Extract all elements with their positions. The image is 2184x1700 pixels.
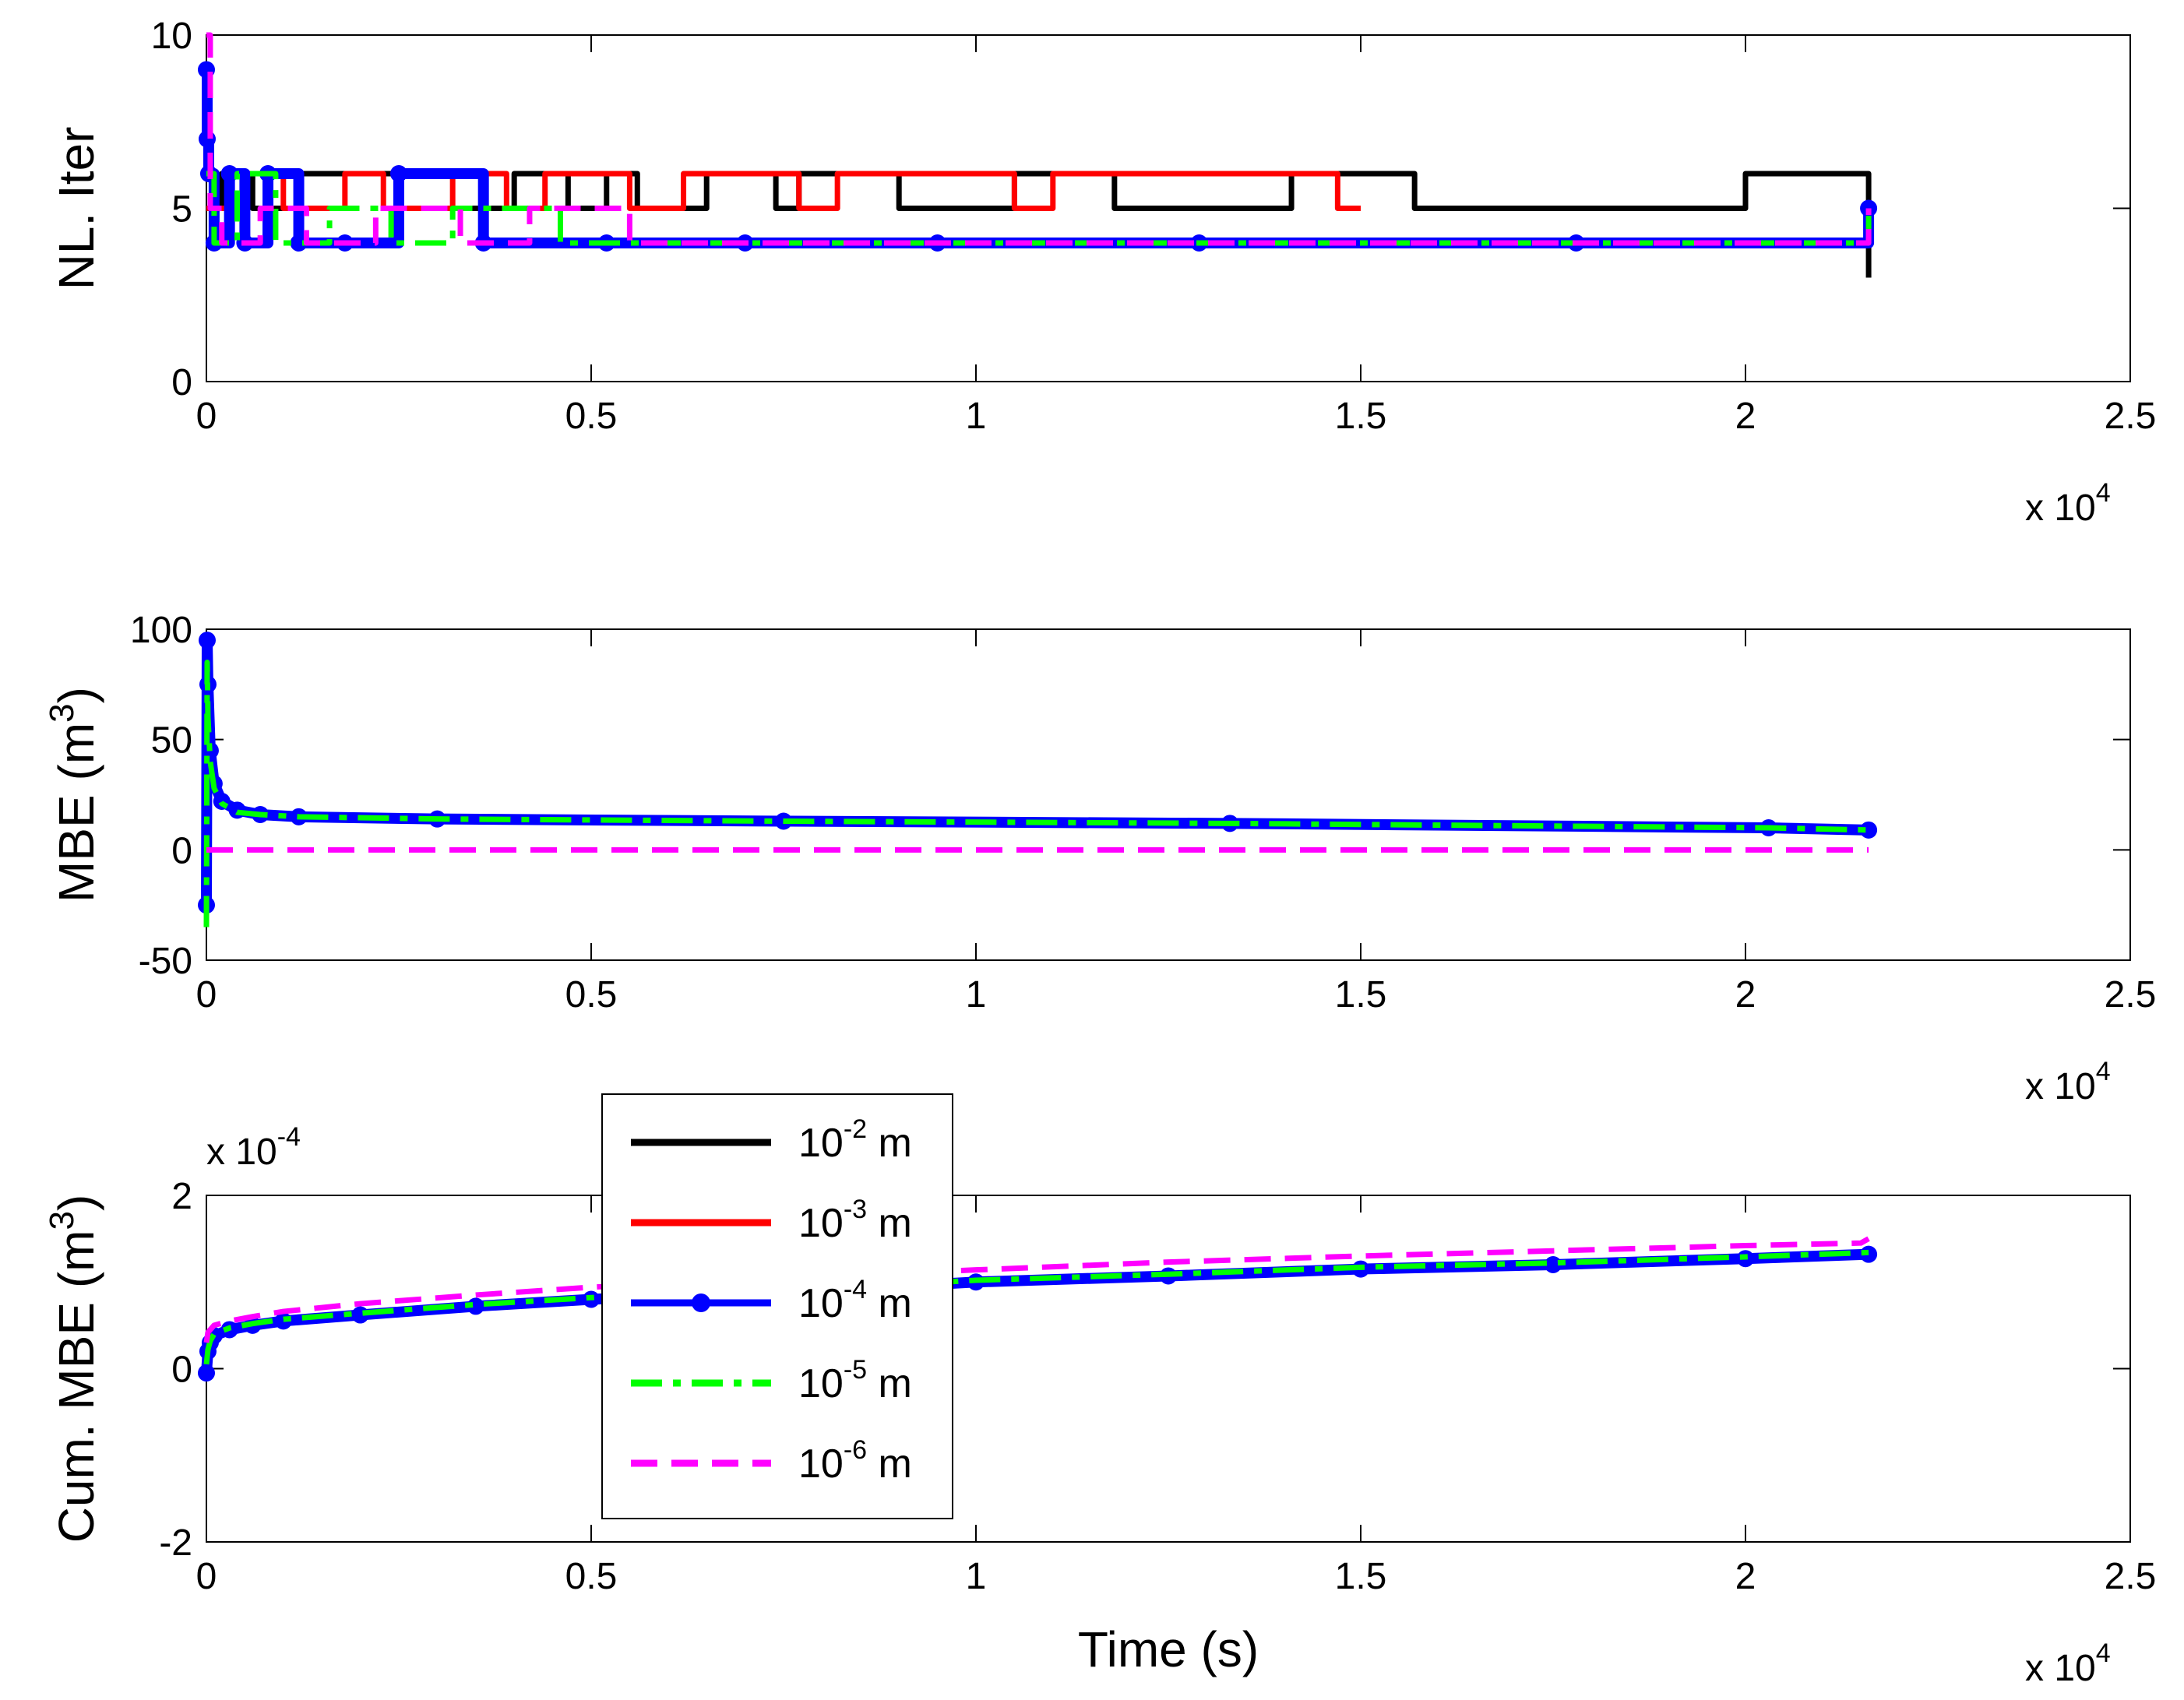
series-1e-4-point <box>1860 821 1878 839</box>
x-multiplier: x 104 <box>2025 478 2111 529</box>
x-tick-label: 2 <box>1735 1556 1756 1597</box>
x-tick-label: 0 <box>196 396 217 437</box>
series-1e-4-point <box>390 165 407 182</box>
series-1e-4-point <box>198 632 216 649</box>
x-multiplier: x 104 <box>2025 1057 2111 1107</box>
y-tick-label: 5 <box>171 189 192 231</box>
series-1e-4-point <box>220 165 238 182</box>
axes-box <box>206 628 2131 961</box>
x-multiplier: x 104 <box>2025 1638 2111 1689</box>
y-tick-label: 100 <box>130 610 192 651</box>
legend-label-1e-3: 10-3 m <box>798 1195 912 1246</box>
legend-label-1e-6: 10-6 m <box>798 1435 912 1487</box>
x-tick-label: 1.5 <box>1335 1556 1387 1597</box>
series-1e-6-line <box>206 32 1872 246</box>
x-tick-label: 2 <box>1735 396 1756 437</box>
series-1e-6-line <box>203 1236 1870 1343</box>
x-tick-label: 1 <box>966 1556 987 1597</box>
x-tick-label: 2.5 <box>2105 1556 2157 1597</box>
y-tick-label: 0 <box>171 830 192 871</box>
series-1e-4-point <box>1545 1256 1562 1273</box>
x-tick-label: 1 <box>966 396 987 437</box>
series-1e-4-point <box>213 793 231 810</box>
y-axis-label: MBE (m3) <box>43 687 104 903</box>
axes-box <box>206 1195 2131 1543</box>
y-tick-label: 2 <box>171 1176 192 1217</box>
y-tick-label: 50 <box>151 720 192 762</box>
x-tick-label: 2.5 <box>2105 974 2157 1015</box>
x-tick-label: 0.5 <box>565 1556 618 1597</box>
x-tick-label: 0 <box>196 974 217 1015</box>
series-1e-4-point <box>198 130 216 148</box>
series-1e-4-point <box>198 1364 215 1382</box>
series-1e-5-line <box>206 171 1872 246</box>
y-tick-label: 0 <box>171 1350 192 1391</box>
y-axis-label: Cum. MBE (m3) <box>43 1195 104 1543</box>
y-tick-label: 0 <box>171 362 192 403</box>
x-tick-label: 0 <box>196 1556 217 1597</box>
x-tick-label: 0.5 <box>565 974 618 1015</box>
x-tick-label: 0.5 <box>565 396 618 437</box>
y-multiplier: x 10-4 <box>206 1122 301 1173</box>
series-1e-5-line <box>203 1249 1869 1365</box>
legend-label-1e-4: 10-4 m <box>798 1275 912 1326</box>
x-tick-label: 1.5 <box>1335 396 1387 437</box>
y-tick-label: 10 <box>151 16 192 57</box>
legend-label-1e-2: 10-2 m <box>798 1114 912 1166</box>
x-tick-label: 1 <box>966 974 987 1015</box>
nl-iter-panel: 0 0.5 1 1.5 2 2.5 0 5 10 x 104 NL. Iter <box>48 16 2156 529</box>
x-tick-label: 2.5 <box>2105 396 2157 437</box>
y-axis-label: NL. Iter <box>48 127 104 290</box>
series-1e-4-point <box>290 234 308 252</box>
x-tick-label: 2 <box>1735 974 1756 1015</box>
legend-marker-1e-4 <box>692 1293 710 1312</box>
y-tick-label: -50 <box>139 941 192 982</box>
legend-label-1e-5: 10-5 m <box>798 1355 912 1406</box>
series-1e-4-point <box>467 1297 484 1315</box>
x-axis-label: Time (s) <box>1078 1621 1259 1677</box>
series-1e-5-line <box>203 660 1869 927</box>
y-tick-label: -2 <box>159 1522 192 1564</box>
series-1e-4-point <box>228 801 246 819</box>
x-tick-label: 1.5 <box>1335 974 1387 1015</box>
legend: 10-2 m 10-3 m 10-4 m 10-5 m 10-6 m <box>601 1093 953 1519</box>
